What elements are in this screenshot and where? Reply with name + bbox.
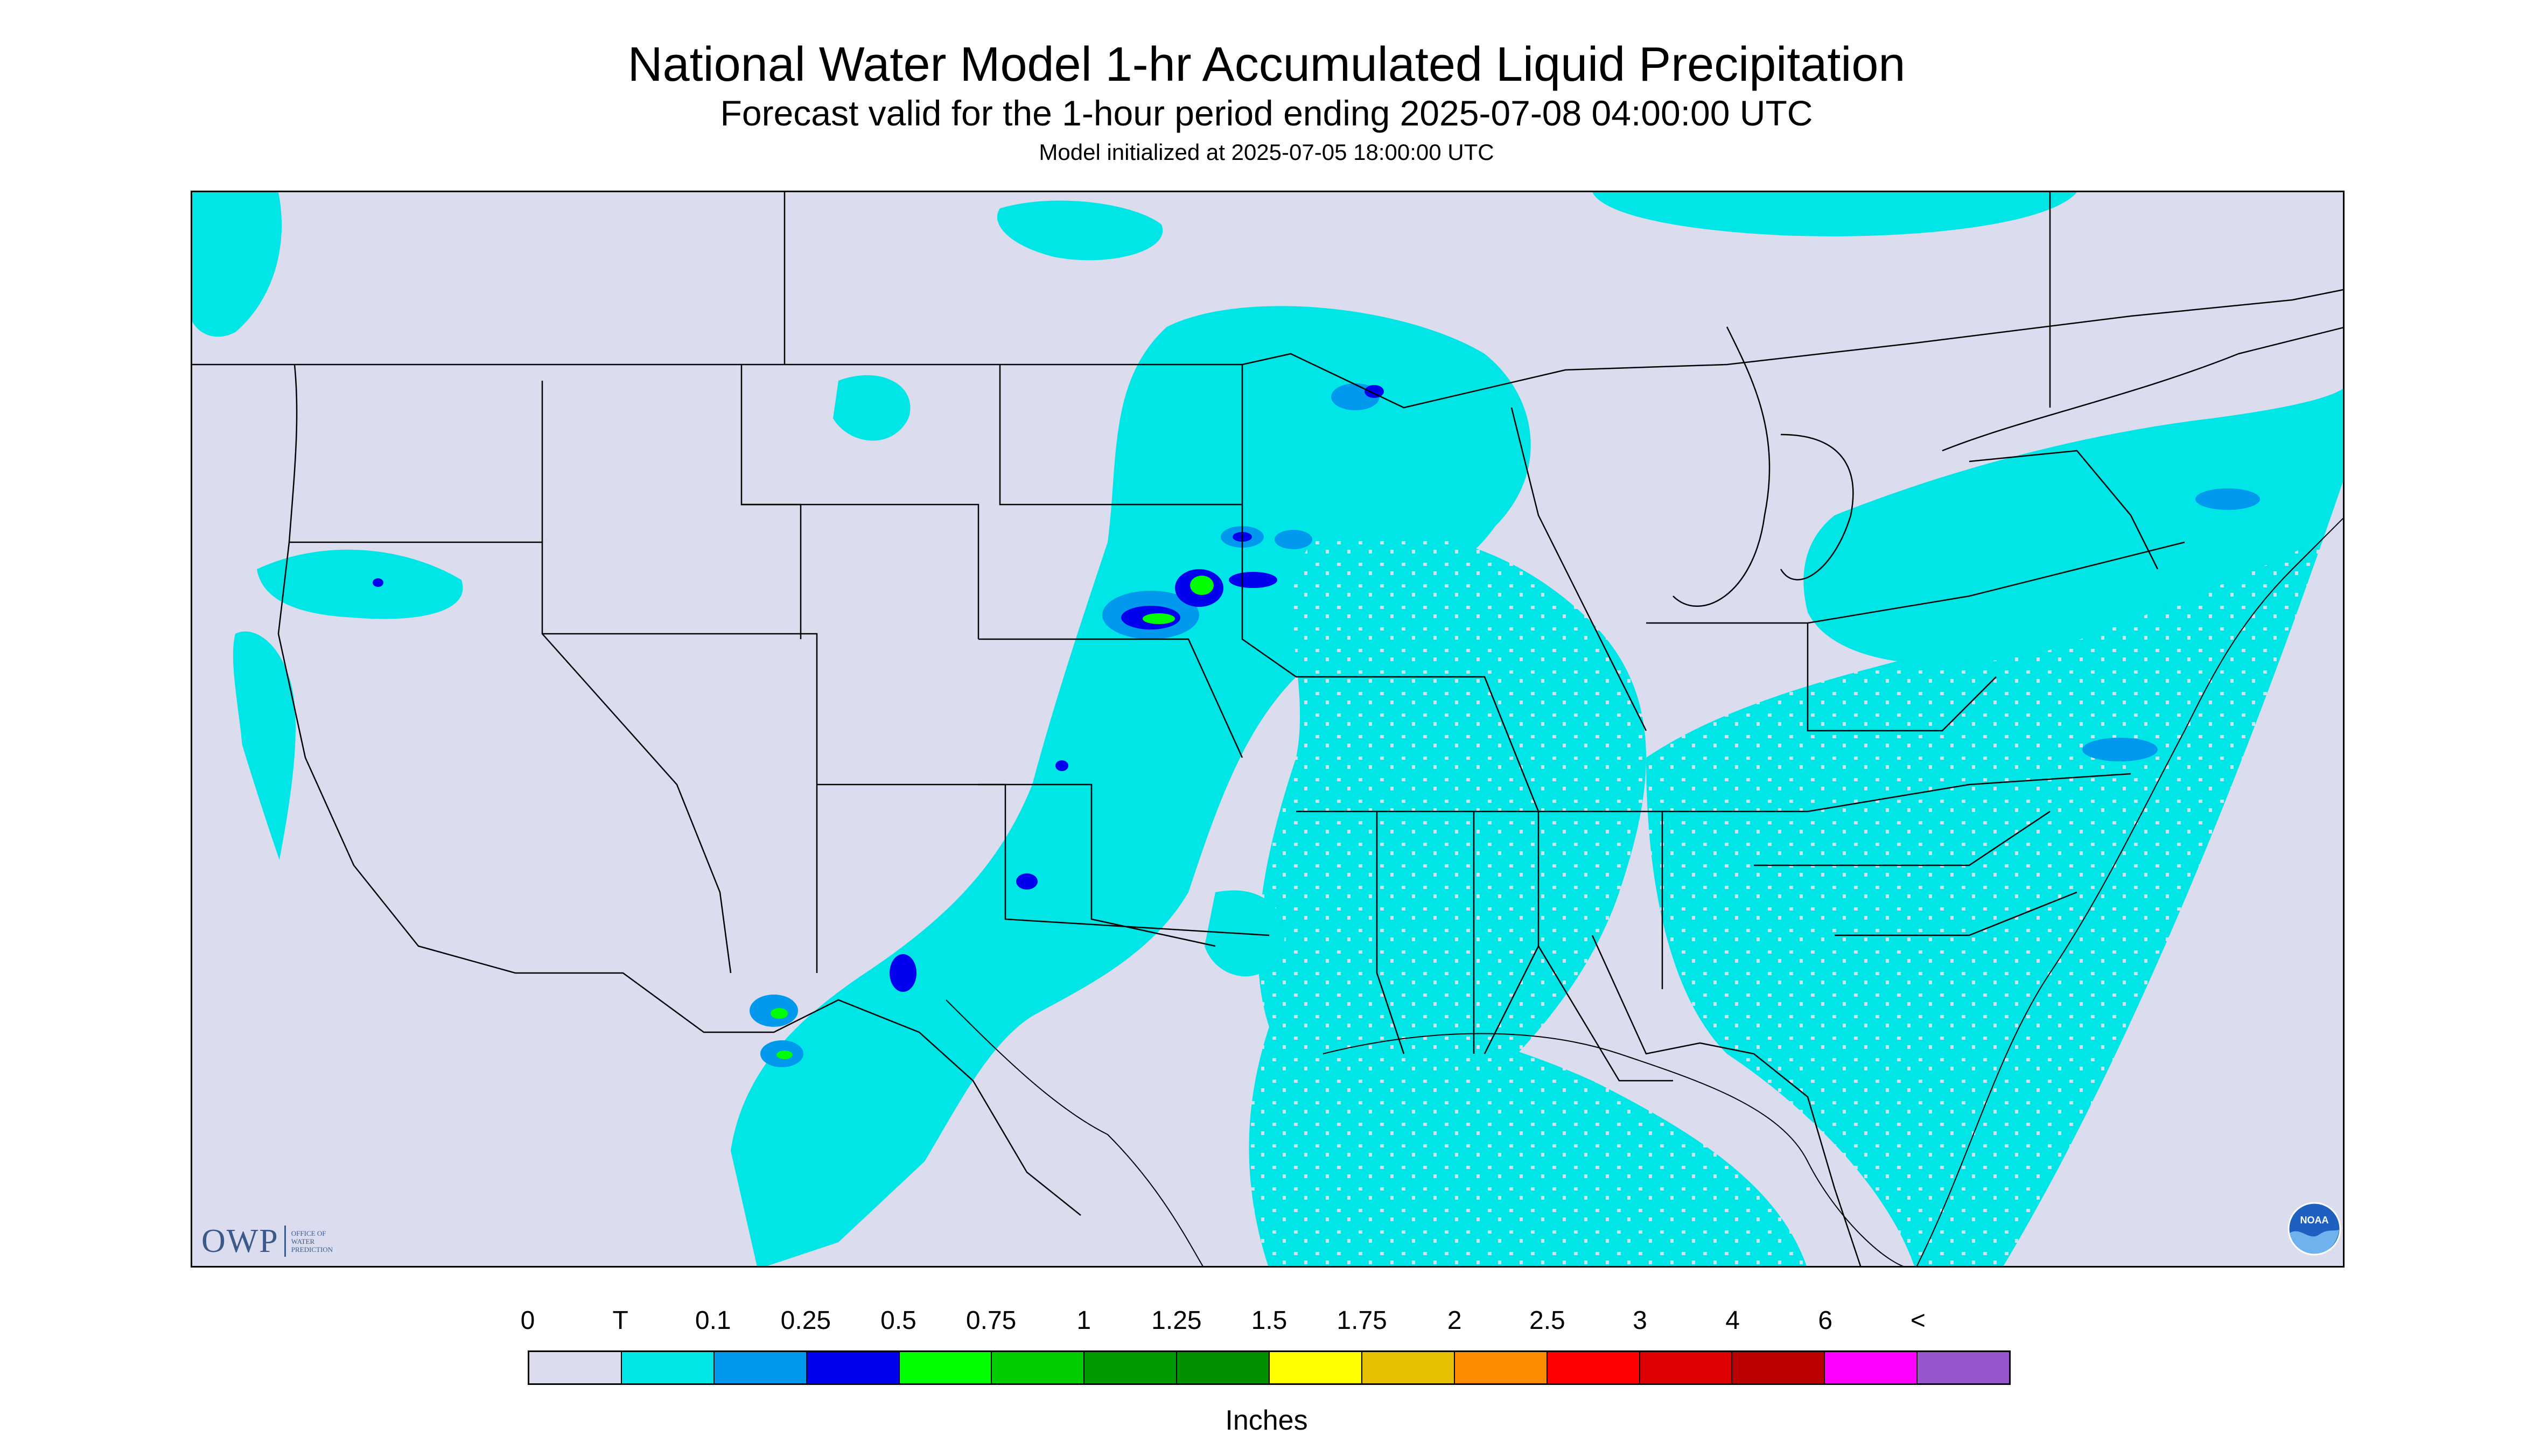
minor-patch-2 [997, 200, 1163, 261]
legend-swatch [1640, 1352, 1733, 1383]
legend-label: 6 [1818, 1306, 1833, 1335]
legend-label: 0.1 [695, 1306, 731, 1335]
legend-label: 1.25 [1151, 1306, 1202, 1335]
legend-label: 0.25 [780, 1306, 831, 1335]
minor-patch-1 [833, 375, 911, 441]
projection-mask [192, 481, 2343, 1266]
legend-swatch [621, 1352, 715, 1383]
noaa-logo-text: NOAA [2300, 1215, 2329, 1226]
model-init-text: Model initialized at 2025-07-05 18:00:00… [1039, 139, 1494, 165]
nevada-patch [257, 549, 463, 619]
legend-label: 2 [1447, 1306, 1462, 1335]
legend-label: 1.75 [1337, 1306, 1387, 1335]
owp-line-3: PREDICTION [291, 1245, 333, 1254]
legend-swatch [1454, 1352, 1548, 1383]
legend-swatch [1177, 1352, 1270, 1383]
east-coast-area [1646, 495, 2343, 1266]
legend-label: T [612, 1306, 628, 1335]
legend-label: 1 [1076, 1306, 1091, 1335]
chart-title: National Water Model 1-hr Accumulated Li… [627, 38, 1906, 92]
legend-swatch [992, 1352, 1085, 1383]
canada-patch [1592, 192, 2077, 236]
legend-label: 0.75 [965, 1306, 1017, 1335]
legend-label: 1.5 [1251, 1306, 1288, 1335]
legend-label: 0.5 [880, 1306, 916, 1335]
northeast-band [1803, 388, 2343, 664]
owp-logo-text: OWP [201, 1222, 279, 1259]
legend-swatch [1825, 1352, 1918, 1383]
coastlines [946, 517, 2343, 1266]
legend-swatch [1084, 1352, 1178, 1383]
trace-precip-areas [192, 192, 2343, 1266]
legend-label: 0 [520, 1306, 535, 1335]
map-svg [192, 192, 2343, 1266]
legend-units: Inches [1225, 1405, 1308, 1436]
political-boundaries [192, 192, 2343, 1266]
gulf-area [1249, 1017, 1807, 1266]
owp-logo-divider [284, 1226, 286, 1257]
legend-swatch [1547, 1352, 1640, 1383]
legend-swatch [899, 1352, 992, 1383]
owp-line-1: OFFICE OF [291, 1229, 326, 1237]
legend-swatch [529, 1352, 622, 1383]
legend-swatch [1918, 1352, 2009, 1383]
california-coast-strip [233, 631, 296, 892]
owp-logo-subtext: OFFICE OF WATER PREDICTION [291, 1229, 333, 1254]
chart-subtitle: Forecast valid for the 1-hour period end… [720, 93, 1813, 133]
legend-swatch [1362, 1352, 1455, 1383]
legend-swatch [714, 1352, 807, 1383]
legend-swatch [807, 1352, 900, 1383]
precipitation-map [191, 191, 2345, 1268]
heavier-precip-cores [373, 383, 2260, 1067]
legend-colorbar [528, 1350, 2011, 1385]
legend-label: < [1910, 1306, 1926, 1335]
legend-swatch [1732, 1352, 1825, 1383]
owp-logo: OWP OFFICE OF WATER PREDICTION [201, 1222, 333, 1260]
legend-label: 3 [1633, 1306, 1647, 1335]
owp-line-2: WATER [291, 1237, 315, 1245]
pacific-nw-patch [192, 192, 282, 337]
legend-swatch [1270, 1352, 1362, 1383]
noaa-logo-icon: NOAA [2287, 1202, 2341, 1256]
mississippi-valley-area [1258, 532, 1646, 1125]
legend-label: 2.5 [1529, 1306, 1565, 1335]
legend-label: 4 [1725, 1306, 1740, 1335]
